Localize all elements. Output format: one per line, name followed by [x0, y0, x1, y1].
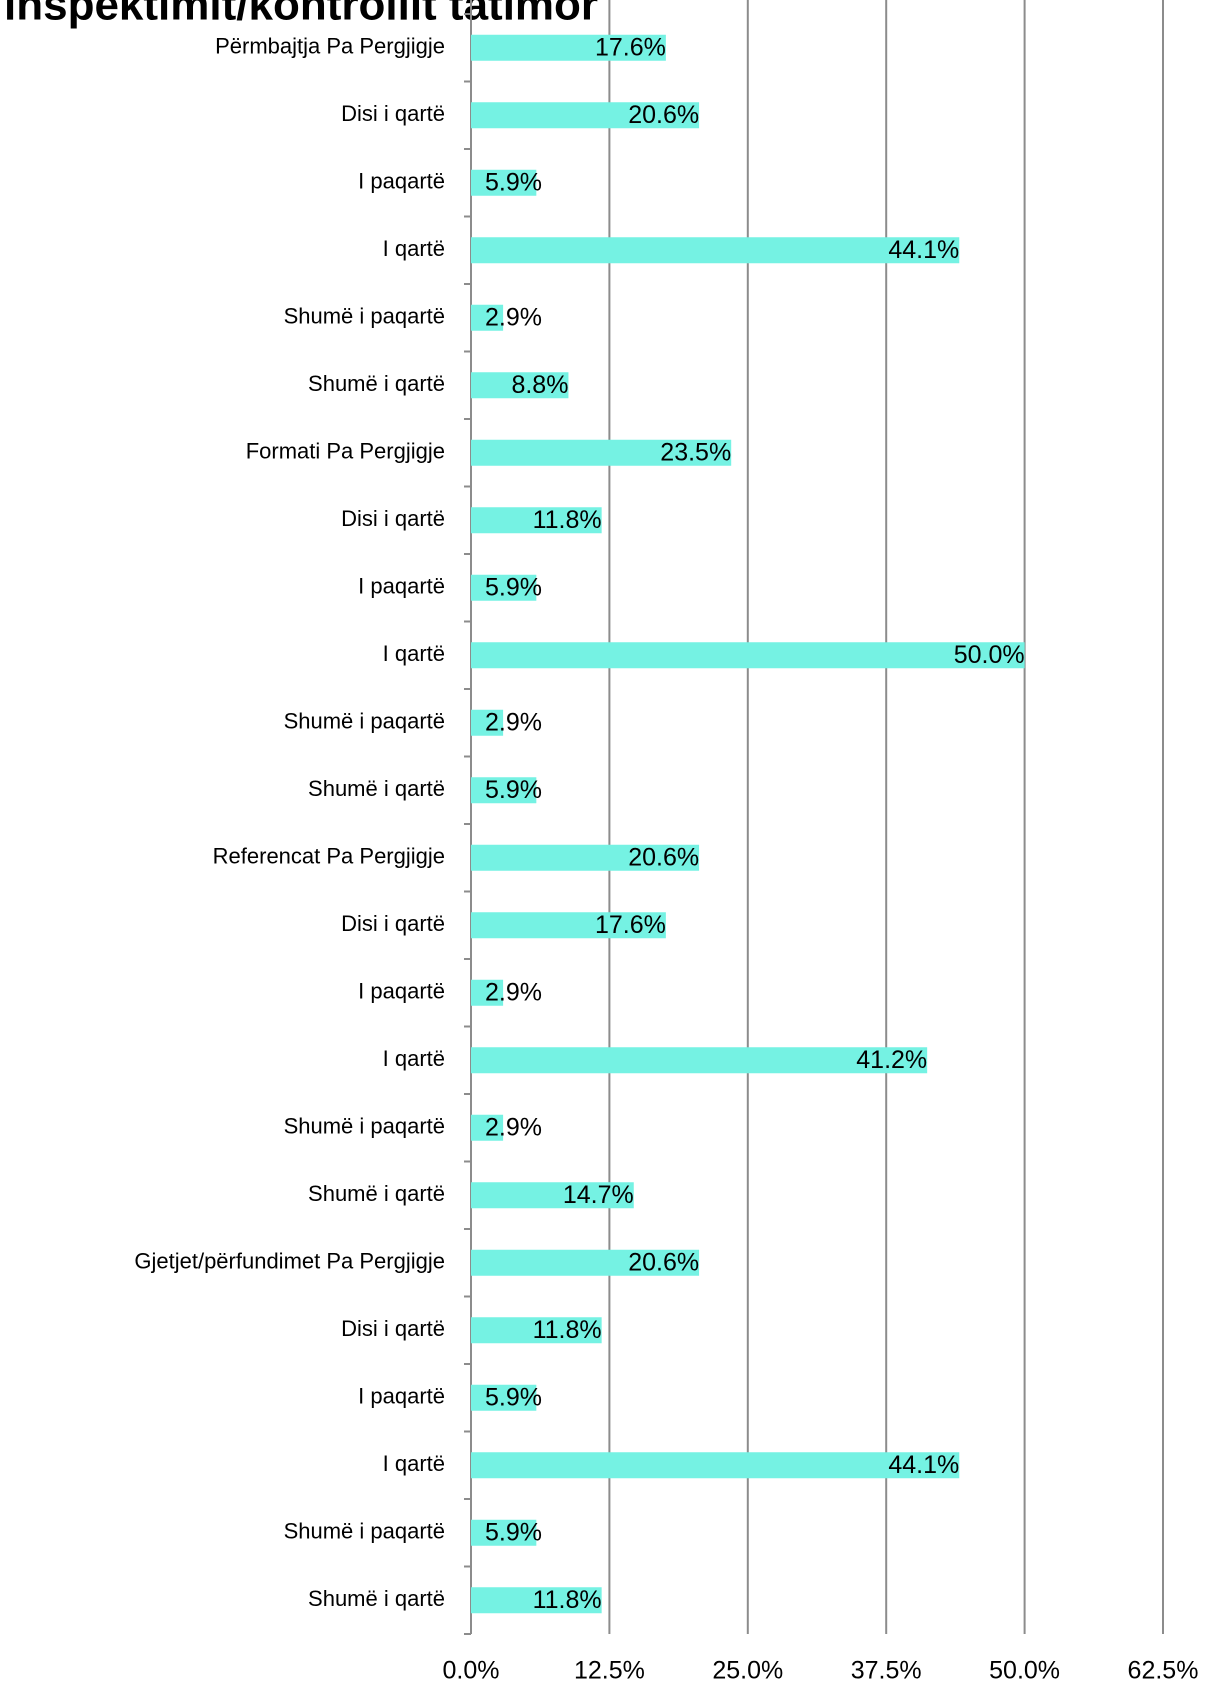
data-label: 5.9% — [485, 168, 542, 196]
data-label: 50.0% — [954, 641, 1025, 669]
data-label: 20.6% — [628, 101, 699, 129]
bar — [471, 507, 602, 534]
bar — [471, 979, 504, 1006]
data-label: 20.6% — [628, 1248, 699, 1276]
bar — [471, 1452, 960, 1479]
y-tick-label: I paqartë — [358, 574, 445, 599]
data-label: 44.1% — [888, 1451, 959, 1479]
data-label: 5.9% — [485, 573, 542, 601]
bar — [471, 709, 504, 736]
y-tick-label: Shumë i paqartë — [284, 304, 445, 329]
x-tick-label: 0.0% — [443, 1657, 500, 1685]
x-tick-label: 50.0% — [989, 1657, 1060, 1685]
data-label: 8.8% — [511, 371, 568, 399]
y-tick-label: Disi i qartë — [341, 506, 445, 531]
bar — [471, 1114, 504, 1141]
data-label: 5.9% — [485, 1383, 542, 1411]
bar — [471, 1384, 537, 1411]
data-label: 14.7% — [563, 1181, 634, 1209]
data-label: 23.5% — [660, 438, 731, 466]
y-tick-label: Gjetjet/përfundimet Pa Pergjigje — [134, 1249, 445, 1274]
data-label: 17.6% — [595, 33, 666, 61]
data-label: 2.9% — [485, 978, 542, 1006]
bar — [471, 1519, 537, 1546]
data-label: 2.9% — [485, 303, 542, 331]
y-tick-label: Shumë i qartë — [308, 371, 445, 396]
y-tick-label: Shumë i qartë — [308, 1181, 445, 1206]
data-label: 5.9% — [485, 1518, 542, 1546]
bar — [471, 304, 504, 331]
bar — [471, 1249, 700, 1276]
y-tick-label: Disi i qartë — [341, 1316, 445, 1341]
bar — [471, 1587, 602, 1614]
bar — [471, 777, 537, 804]
x-tick-label: 12.5% — [574, 1657, 645, 1685]
data-label: 5.9% — [485, 776, 542, 804]
y-tick-label: Shumë i paqartë — [284, 1519, 445, 1544]
data-label: 11.8% — [533, 506, 602, 534]
x-tick-label: 25.0% — [712, 1657, 783, 1685]
data-label: 17.6% — [595, 911, 666, 939]
y-tick-label: I paqartë — [358, 1384, 445, 1409]
bar — [471, 1047, 928, 1074]
bar — [471, 372, 569, 399]
bar — [471, 642, 1025, 669]
data-label: 41.2% — [856, 1046, 927, 1074]
data-label: 20.6% — [628, 843, 699, 871]
y-tick-label: Referencat Pa Pergjigje — [213, 844, 445, 869]
y-tick-label: I qartë — [383, 641, 445, 666]
y-tick-label: I paqartë — [358, 979, 445, 1004]
data-label: 2.9% — [485, 1113, 542, 1141]
bar — [471, 34, 666, 61]
x-tick-label: 62.5% — [1128, 1657, 1199, 1685]
bar — [471, 1317, 602, 1344]
y-tick-label: Disi i qartë — [341, 101, 445, 126]
data-label: 2.9% — [485, 708, 542, 736]
bar — [471, 844, 700, 871]
y-tick-label: Shumë i paqartë — [284, 709, 445, 734]
bar — [471, 439, 732, 466]
bar — [471, 102, 700, 129]
y-tick-label: Formati Pa Pergjigje — [246, 439, 445, 464]
bar — [471, 912, 666, 939]
y-tick-label: I paqartë — [358, 169, 445, 194]
chart-title: inspektimit/kontrollit tatimor — [4, 0, 598, 30]
data-label: 44.1% — [888, 236, 959, 264]
y-tick-label: I qartë — [383, 1046, 445, 1071]
bar — [471, 574, 537, 601]
x-tick-label: 37.5% — [851, 1657, 922, 1685]
y-tick-label: Shumë i paqartë — [284, 1114, 445, 1139]
data-label: 11.8% — [533, 1586, 602, 1614]
data-label: 11.8% — [533, 1316, 602, 1344]
bar — [471, 169, 537, 196]
y-tick-label: I qartë — [383, 1451, 445, 1476]
y-tick-label: I qartë — [383, 236, 445, 261]
bar — [471, 237, 960, 264]
y-tick-label: Përmbajtja Pa Pergjigje — [215, 34, 445, 59]
bar — [471, 1182, 634, 1209]
y-tick-label: Disi i qartë — [341, 911, 445, 936]
y-tick-label: Shumë i qartë — [308, 1586, 445, 1611]
y-tick-label: Shumë i qartë — [308, 776, 445, 801]
